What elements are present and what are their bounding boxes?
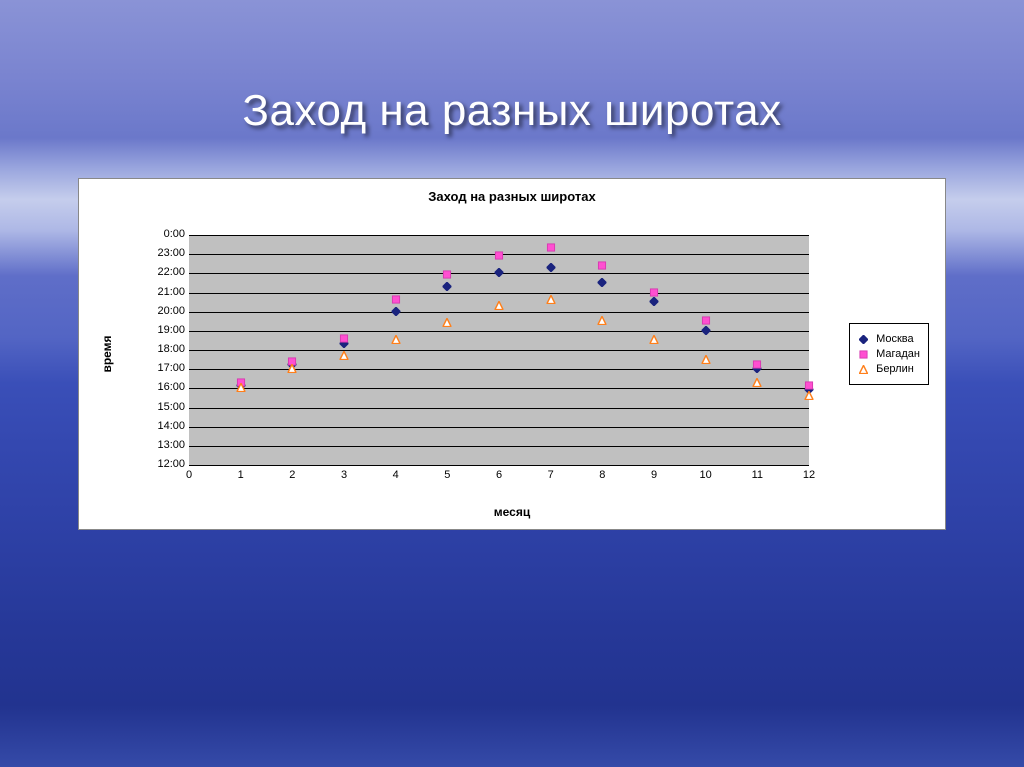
gridline — [189, 293, 809, 294]
plot-area — [189, 235, 809, 465]
gridline — [189, 350, 809, 351]
chart-title: Заход на разных широтах — [79, 189, 945, 204]
gridline — [189, 446, 809, 447]
x-axis-label: месяц — [79, 505, 945, 519]
x-tick-label: 10 — [700, 469, 712, 481]
data-point — [443, 266, 452, 284]
data-point — [598, 312, 607, 330]
legend-label: Магадан — [876, 348, 920, 360]
data-point — [546, 291, 555, 309]
data-point — [701, 312, 710, 330]
y-tick-label: 23:00 — [147, 247, 185, 259]
y-tick-label: 13:00 — [147, 439, 185, 451]
data-point — [288, 360, 297, 378]
gridline — [189, 388, 809, 389]
x-tick-label: 2 — [289, 469, 295, 481]
gridline — [189, 427, 809, 428]
x-tick-label: 6 — [496, 469, 502, 481]
data-point — [495, 264, 504, 282]
y-tick-label: 20:00 — [147, 305, 185, 317]
x-tick-label: 4 — [393, 469, 399, 481]
data-point — [701, 351, 710, 369]
x-tick-label: 3 — [341, 469, 347, 481]
x-tick-label: 11 — [752, 469, 763, 481]
gridline — [189, 369, 809, 370]
data-point — [650, 331, 659, 349]
y-tick-label: 18:00 — [147, 343, 185, 355]
slide: Заход на разных широтах Заход на разных … — [0, 0, 1024, 767]
x-tick-label: 5 — [444, 469, 450, 481]
data-point — [236, 379, 245, 397]
data-point — [753, 356, 762, 374]
gridline — [189, 331, 809, 332]
x-tick-label: 1 — [238, 469, 244, 481]
slide-title: Заход на разных широтах — [0, 86, 1024, 136]
x-tick-label: 7 — [548, 469, 554, 481]
y-axis-label: время — [100, 335, 114, 372]
data-point — [340, 347, 349, 365]
legend-marker-icon — [856, 334, 870, 344]
x-tick-label: 9 — [651, 469, 657, 481]
y-tick-label: 22:00 — [147, 266, 185, 278]
data-point — [391, 291, 400, 309]
y-tick-label: 12:00 — [147, 458, 185, 470]
data-point — [546, 239, 555, 257]
gridline — [189, 408, 809, 409]
x-tick-label: 0 — [186, 469, 192, 481]
legend-item: Магадан — [856, 348, 920, 360]
legend-marker-icon — [856, 364, 870, 374]
gridline — [189, 465, 809, 466]
legend: Москва Магадан Берлин — [849, 323, 929, 385]
gridline — [189, 235, 809, 236]
data-point — [805, 387, 814, 405]
legend-label: Берлин — [876, 363, 914, 375]
y-tick-label: 17:00 — [147, 362, 185, 374]
chart-panel: Заход на разных широтах время 12:00 13:00… — [78, 178, 946, 530]
data-point — [443, 314, 452, 332]
x-tick-label: 12 — [803, 469, 815, 481]
y-tick-label: 19:00 — [147, 324, 185, 336]
y-tick-label: 21:00 — [147, 286, 185, 298]
data-point — [753, 374, 762, 392]
legend-marker-icon — [856, 349, 870, 359]
x-tick-label: 8 — [599, 469, 605, 481]
data-point — [546, 259, 555, 277]
data-point — [598, 274, 607, 292]
y-tick-label: 15:00 — [147, 401, 185, 413]
data-point — [650, 284, 659, 302]
y-tick-label: 14:00 — [147, 420, 185, 432]
legend-item: Берлин — [856, 363, 920, 375]
data-point — [391, 331, 400, 349]
legend-label: Москва — [876, 333, 914, 345]
data-point — [340, 330, 349, 348]
y-tick-label: 16:00 — [147, 381, 185, 393]
legend-item: Москва — [856, 333, 920, 345]
y-tick-label: 0:00 — [147, 228, 185, 240]
data-point — [495, 297, 504, 315]
data-point — [495, 247, 504, 265]
data-point — [598, 257, 607, 275]
